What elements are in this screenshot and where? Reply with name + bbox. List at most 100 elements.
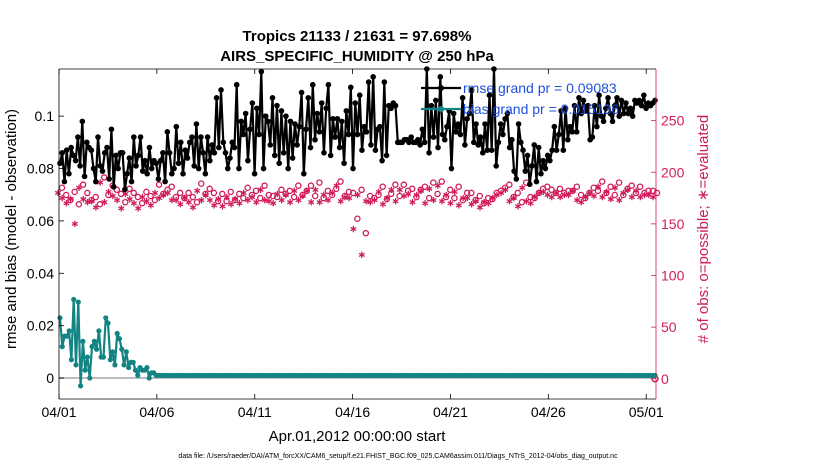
y-tick-label: 0.1: [35, 108, 55, 124]
rmse-point: [605, 95, 611, 101]
obs-evaluated-point: [194, 187, 201, 195]
rmse-point: [213, 95, 220, 101]
bias-point: [114, 330, 120, 337]
rmse-point: [301, 170, 307, 177]
rmse-point: [432, 97, 439, 104]
y-tick-label: 0: [46, 370, 54, 386]
rmse-point: [66, 170, 72, 177]
obs-evaluated-point: [611, 184, 619, 191]
obs-evaluated-point: [282, 191, 289, 199]
rmse-point: [169, 170, 175, 177]
rmse-point: [609, 118, 616, 125]
rmse-point: [81, 173, 88, 180]
rmse-point: [110, 184, 117, 190]
rmse-point: [177, 139, 184, 146]
rmse-point: [95, 134, 101, 140]
bias-point: [68, 357, 75, 363]
obs-possible-point: [79, 181, 87, 188]
obs-possible-point: [337, 178, 344, 185]
rmse-point: [551, 123, 558, 130]
rmse-point: [513, 176, 520, 182]
rmse-point: [119, 150, 126, 156]
rmse-point: [383, 152, 390, 159]
rmse-point: [59, 150, 66, 156]
rmse-point: [135, 152, 142, 159]
rmse-point: [316, 129, 323, 135]
obs-evaluated-point: [346, 194, 353, 202]
bias-point: [121, 362, 127, 368]
rmse-point: [381, 79, 388, 85]
x-axis-label: Apr.01,2012 00:00:00 start: [269, 428, 447, 445]
rmse-point: [582, 108, 589, 114]
rmse-point: [224, 165, 231, 172]
bias-point: [107, 357, 113, 363]
obs-possible-point: [425, 194, 433, 202]
rmse-point: [520, 147, 526, 153]
rmse-point: [341, 160, 347, 167]
bias-point: [71, 296, 77, 303]
rmse-point: [191, 163, 197, 169]
obs-evaluated-point: [126, 195, 133, 203]
obs-possible-point: [362, 229, 370, 237]
bias-point: [126, 364, 132, 371]
rmse-point: [652, 97, 658, 104]
rmse-point: [598, 113, 605, 119]
rmse-point: [104, 144, 110, 151]
rmse-point: [524, 152, 531, 159]
obs-evaluated-point: [59, 194, 66, 202]
rmse-point: [479, 150, 486, 156]
rmse-point: [68, 144, 74, 151]
y-axis-label: rmse and bias (model - observation): [3, 109, 20, 349]
bias-point: [105, 320, 111, 326]
obs-possible-point: [451, 194, 458, 202]
bias-point: [87, 375, 93, 381]
obs-evaluated-point: [531, 193, 538, 201]
rmse-point: [350, 165, 356, 172]
rmse-point: [267, 142, 274, 148]
obs-possible-point: [573, 183, 581, 190]
rmse-point: [638, 102, 645, 109]
rmse-point: [511, 168, 517, 174]
rmse-point: [332, 134, 338, 140]
obs-possible-point: [185, 189, 192, 197]
obs-evaluated-point: [599, 193, 606, 201]
rmse-point: [526, 181, 533, 188]
rmse-point: [57, 160, 63, 167]
rmse-point: [193, 121, 200, 127]
obs-possible-point: [75, 201, 83, 208]
rmse-point: [155, 176, 162, 182]
rmse-point: [462, 142, 468, 148]
obs-possible-point: [147, 192, 154, 200]
rmse-point: [562, 105, 569, 112]
obs-evaluated-point: [569, 187, 576, 195]
rmse-point: [636, 97, 643, 104]
rmse-point: [500, 131, 506, 138]
rmse-point: [202, 170, 209, 177]
obs-evaluated-point: [455, 202, 462, 209]
rmse-point: [318, 100, 325, 106]
rmse-point: [614, 95, 620, 101]
obs-possible-point: [438, 178, 446, 185]
bias-point: [135, 372, 141, 379]
obs-evaluated-point: [350, 225, 357, 233]
rmse-point: [428, 102, 435, 109]
rmse-point: [184, 155, 191, 161]
obs-evaluated-point: [405, 190, 412, 198]
rmse-point: [336, 144, 343, 151]
obs-evaluated-point: [151, 189, 159, 197]
rmse-point: [531, 142, 538, 148]
obs-possible-point: [71, 188, 78, 196]
obs-possible-point: [476, 192, 484, 200]
obs-evaluated-point: [299, 192, 306, 200]
obs-evaluated-point: [139, 193, 146, 201]
rmse-point: [455, 121, 461, 127]
rmse-point: [506, 144, 513, 151]
obs-evaluated-point: [278, 196, 285, 204]
x-tick-label: 04/11: [238, 404, 272, 420]
rmse-point: [305, 95, 312, 101]
rmse-point: [408, 134, 414, 140]
rmse-point: [227, 155, 233, 161]
obs-evaluated-point: [633, 187, 640, 195]
rmse-point: [262, 113, 269, 119]
obs-evaluated-point: [447, 200, 454, 207]
